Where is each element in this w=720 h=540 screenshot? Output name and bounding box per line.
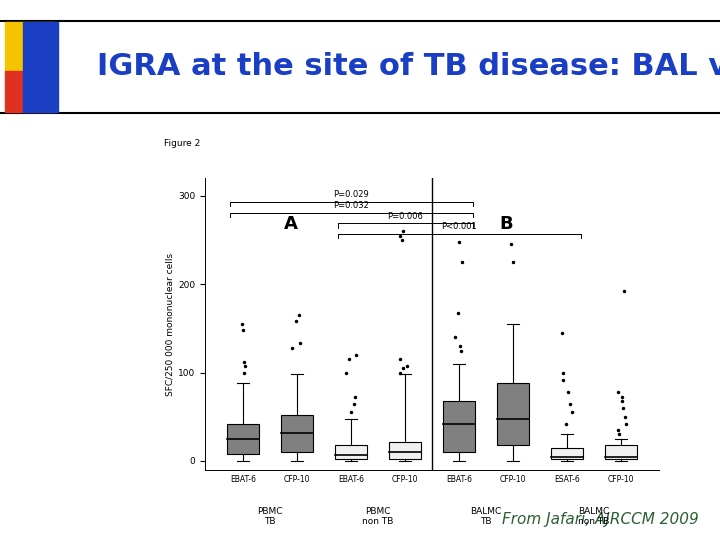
Text: P<0.001: P<0.001: [441, 222, 477, 231]
Bar: [605, 445, 637, 459]
Bar: [227, 424, 259, 454]
Text: Figure 2: Figure 2: [164, 139, 200, 147]
Text: PBMC
non TB: PBMC non TB: [362, 507, 394, 526]
Bar: [551, 448, 583, 459]
Text: PBMC
TB: PBMC TB: [257, 507, 283, 526]
Bar: [389, 442, 421, 459]
Bar: [497, 383, 529, 445]
Text: From Jafari, AJRCCM 2009: From Jafari, AJRCCM 2009: [502, 512, 698, 527]
Y-axis label: SFC/250 000 mononuclear cells: SFC/250 000 mononuclear cells: [165, 252, 174, 396]
Bar: [443, 401, 475, 452]
Text: P=0.006: P=0.006: [387, 212, 423, 221]
Text: P=0.032: P=0.032: [333, 201, 369, 210]
Bar: [5, 22, 54, 75]
Text: IGRA at the site of TB disease: BAL vs blood: IGRA at the site of TB disease: BAL vs b…: [97, 52, 720, 82]
Text: B: B: [500, 215, 513, 233]
Text: A: A: [284, 215, 297, 233]
Bar: [5, 71, 54, 112]
Text: BALMC
TB: BALMC TB: [470, 507, 502, 526]
Text: BALMC
non TB: BALMC non TB: [578, 507, 610, 526]
Bar: [335, 445, 367, 459]
Bar: [281, 415, 313, 452]
Text: P=0.029: P=0.029: [333, 191, 369, 199]
Bar: [23, 22, 58, 112]
